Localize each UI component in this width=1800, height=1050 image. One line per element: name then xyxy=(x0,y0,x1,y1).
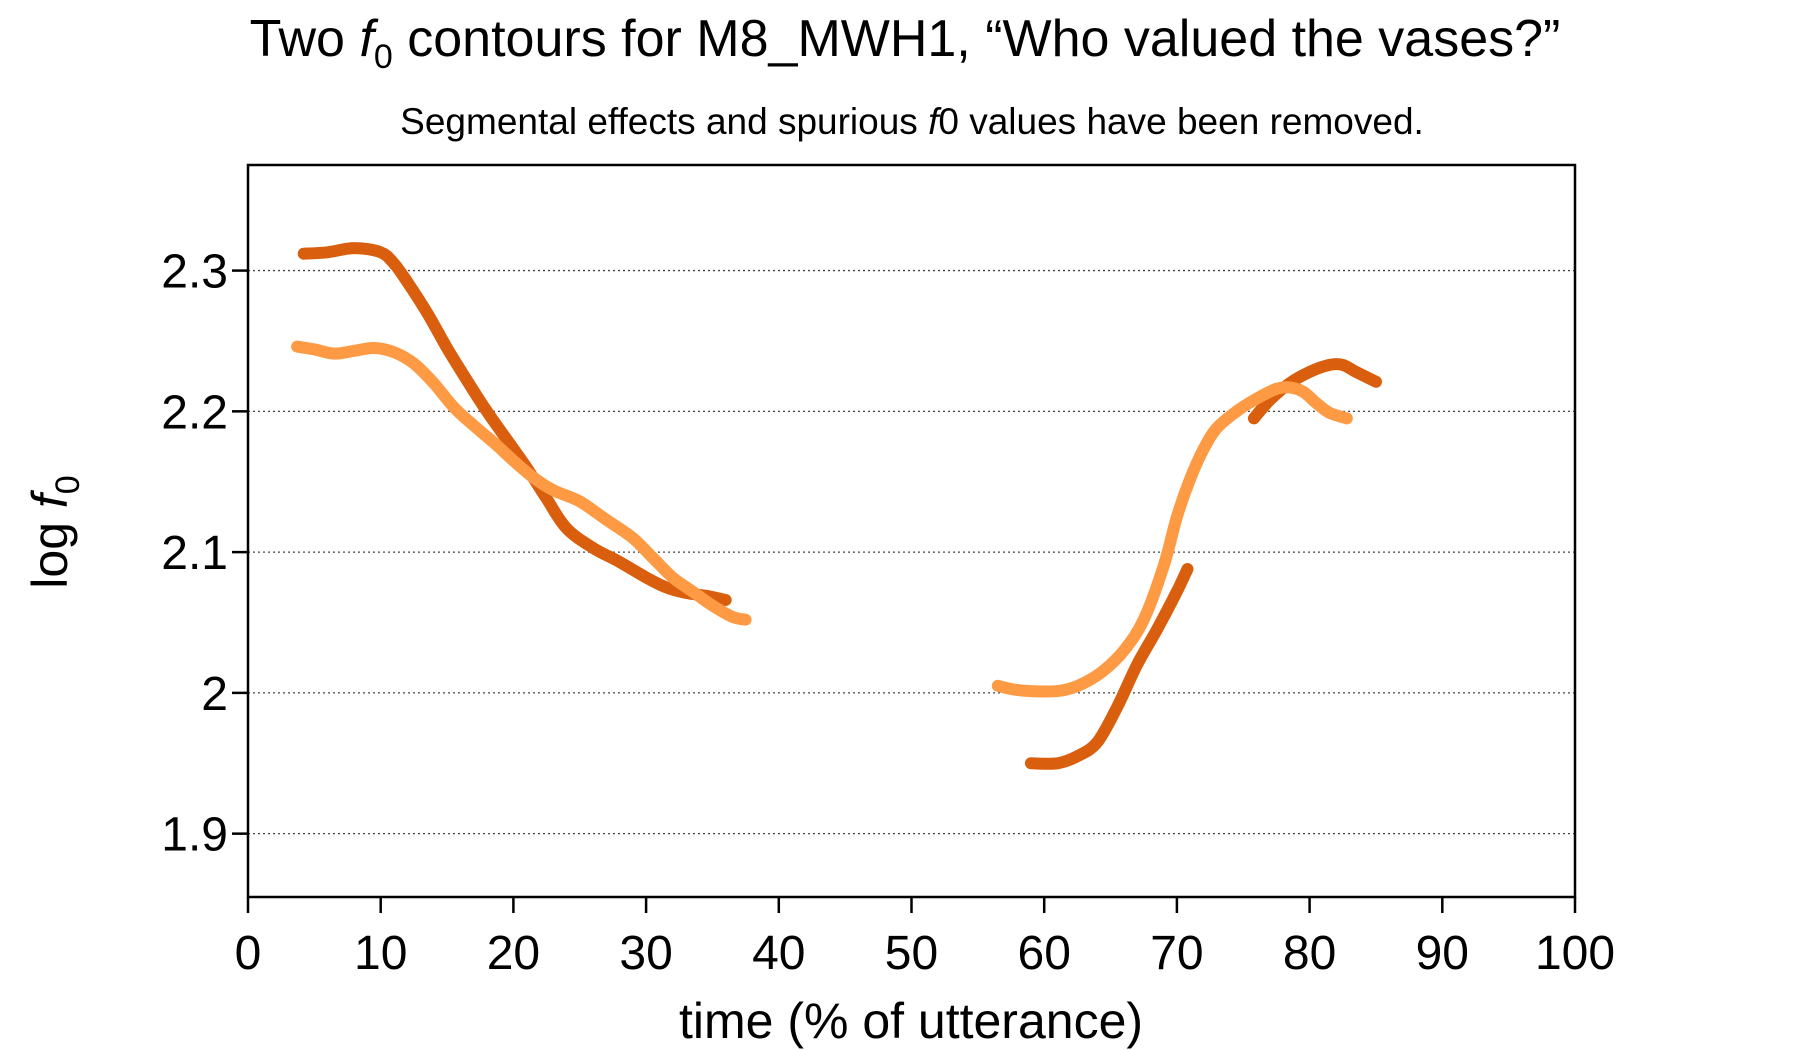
x-tick-label: 90 xyxy=(1416,927,1469,980)
x-tick-label: 70 xyxy=(1150,927,1203,980)
x-tick-label: 80 xyxy=(1283,927,1336,980)
y-tick-label: 2 xyxy=(201,668,228,721)
x-axis-label: time (% of utterance) xyxy=(679,993,1143,1049)
y-tick-label: 2.3 xyxy=(161,246,228,299)
x-axis: 0 10 20 30 40 50 60 70 80 90 100 xyxy=(235,897,1615,980)
grid-lines xyxy=(248,269,1575,835)
plot-frame xyxy=(246,163,1577,899)
x-tick-label: 60 xyxy=(1018,927,1071,980)
contour-light-line xyxy=(291,340,752,626)
x-tick-label: 0 xyxy=(235,927,262,980)
chart-title: Two f0 contours for M8_MWH1, “Who valued… xyxy=(250,10,1561,76)
y-axis-label: log f0 xyxy=(22,475,87,588)
series-lines xyxy=(291,242,1382,770)
contour-dark-line xyxy=(1247,358,1382,425)
x-tick-label: 100 xyxy=(1535,927,1615,980)
contour-dark-line xyxy=(297,242,732,606)
x-tick-label: 40 xyxy=(752,927,805,980)
contour-dark-line xyxy=(1024,563,1194,770)
chart-subtitle: Segmental effects and spurious f0 values… xyxy=(400,101,1424,142)
y-tick-label: 2.2 xyxy=(161,386,228,439)
x-tick-label: 10 xyxy=(354,927,407,980)
x-tick-label: 20 xyxy=(487,927,540,980)
x-tick-label: 30 xyxy=(619,927,672,980)
y-axis: 1.9 2 2.1 2.2 2.3 xyxy=(161,246,248,862)
contour-light-line xyxy=(991,381,1353,698)
x-tick-label: 50 xyxy=(885,927,938,980)
y-tick-label: 1.9 xyxy=(161,809,228,862)
y-tick-label: 2.1 xyxy=(161,527,228,580)
